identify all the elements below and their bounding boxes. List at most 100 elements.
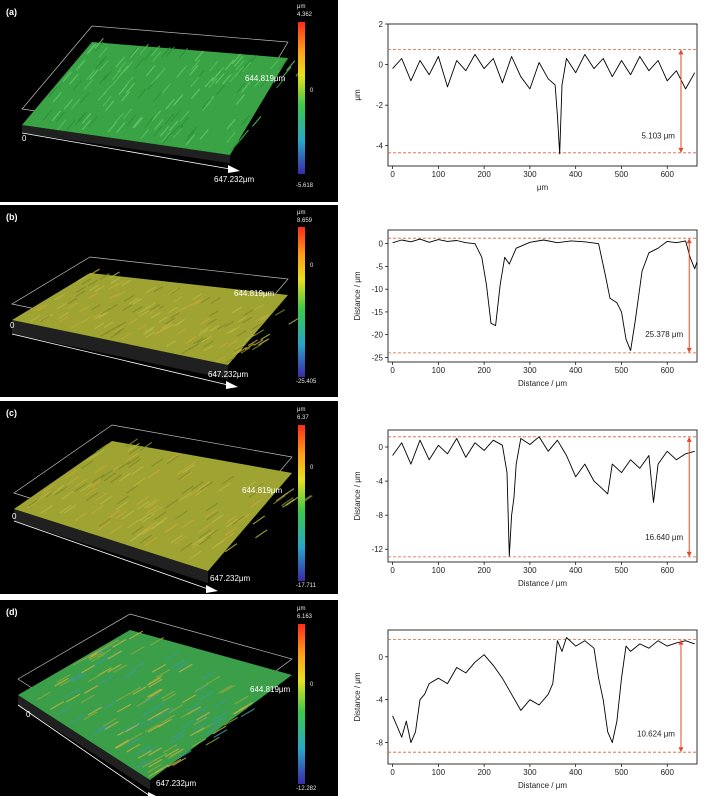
colorbar-max: 4.362 [297, 12, 313, 18]
surface-texture [171, 729, 186, 739]
surface-texture [154, 119, 164, 130]
surface-texture [89, 651, 104, 661]
surface-texture [94, 464, 108, 474]
surface-texture [40, 504, 53, 514]
surface-texture [86, 43, 96, 55]
surface-texture [115, 740, 130, 749]
surface-texture [220, 684, 236, 694]
surface-texture [125, 82, 135, 94]
surface-texture [54, 486, 67, 496]
surface-texture [180, 709, 195, 718]
surface-texture [214, 698, 229, 708]
surface-texture [116, 495, 130, 505]
x-tick-label: 500 [615, 768, 629, 777]
surface-texture [85, 492, 99, 502]
surface-texture [153, 125, 163, 137]
surface-texture [196, 711, 211, 721]
surface-texture [127, 442, 140, 452]
surface-texture [62, 71, 72, 83]
x-tick-label: 100 [432, 366, 446, 375]
surface-texture [136, 697, 151, 707]
surface-texture [110, 524, 123, 534]
surface-texture [282, 66, 292, 78]
surface-texture [212, 725, 227, 735]
surface-texture [105, 100, 115, 112]
profile-chart-svg: 0 100 200 300 400 500 600 2 0 -2 -4 μm μm 5.103 μm [353, 20, 698, 192]
surface-texture [66, 693, 81, 703]
surface-texture [99, 73, 109, 85]
surface-texture [126, 686, 141, 696]
surface-texture [72, 79, 82, 91]
x-axis-label: Distance / μm [518, 379, 567, 388]
surface-texture [170, 734, 185, 744]
surface-texture [139, 708, 154, 718]
surface-texture [98, 521, 111, 531]
surface-texture [127, 519, 140, 529]
surface-texture [144, 326, 155, 333]
surface-texture [139, 441, 153, 452]
colorbar [298, 227, 305, 377]
surface-texture [110, 331, 121, 338]
surface-texture [243, 309, 254, 316]
x-axis-label: μm [537, 183, 549, 192]
surface-texture [236, 82, 246, 94]
surface-texture [199, 691, 214, 701]
surface-3d-view: (d) 644.819μm 647.232μm 0 μm 6.163 0 -12… [0, 600, 338, 796]
surface-texture [244, 343, 255, 350]
width-axis-label: 647.232μm [214, 175, 255, 184]
x-tick-label: 0 [390, 170, 395, 179]
colorbar-unit: μm [297, 606, 305, 612]
surface-texture [102, 95, 112, 107]
surface-texture [218, 342, 229, 349]
surface-texture [232, 515, 245, 525]
x-axis-3d [21, 132, 231, 170]
surface-texture [161, 133, 171, 145]
surface-texture [107, 650, 122, 660]
surface-texture [200, 296, 211, 304]
surface-texture [137, 88, 147, 100]
surface-texture [253, 76, 264, 88]
surface-texture [121, 279, 132, 286]
surface-texture [251, 323, 262, 331]
colorbar-max: 8.659 [297, 218, 313, 224]
surface-texture [83, 711, 98, 721]
surface-texture [131, 525, 144, 535]
surface-texture [150, 506, 163, 516]
surface-texture [66, 120, 76, 131]
surface-texture [218, 684, 233, 694]
surface-texture [189, 299, 200, 307]
surface-texture [74, 478, 88, 488]
surface-texture [165, 46, 175, 58]
surface-texture [136, 717, 151, 727]
surface-texture [186, 336, 197, 343]
surface-texture [122, 108, 132, 120]
surface-texture [147, 688, 162, 698]
surface-texture [126, 456, 140, 466]
surface-texture [281, 497, 294, 507]
surface-texture [252, 515, 266, 525]
surface-texture [189, 550, 202, 560]
surface-texture [131, 465, 144, 476]
surface-texture [135, 745, 150, 755]
surface-texture [94, 41, 104, 53]
surface-texture [234, 65, 245, 77]
surface-texture [143, 745, 158, 755]
surface-texture [190, 727, 205, 737]
y-tick-label: -4 [376, 696, 384, 705]
surface-texture [84, 684, 99, 694]
surface-texture [57, 705, 72, 715]
surface-texture [272, 495, 286, 505]
y-tick-label: -5 [376, 262, 384, 271]
surface-texture [63, 504, 76, 514]
surface-texture [165, 98, 175, 110]
surface-texture [237, 513, 250, 523]
surface-texture [81, 113, 92, 124]
surface-texture [169, 312, 180, 319]
surface-texture [58, 311, 69, 319]
surface-texture [77, 111, 87, 123]
surface-texture [85, 69, 96, 81]
surface-texture [37, 691, 52, 701]
surface-texture [250, 498, 264, 508]
surface-texture [119, 65, 129, 77]
surface-texture [87, 279, 98, 287]
